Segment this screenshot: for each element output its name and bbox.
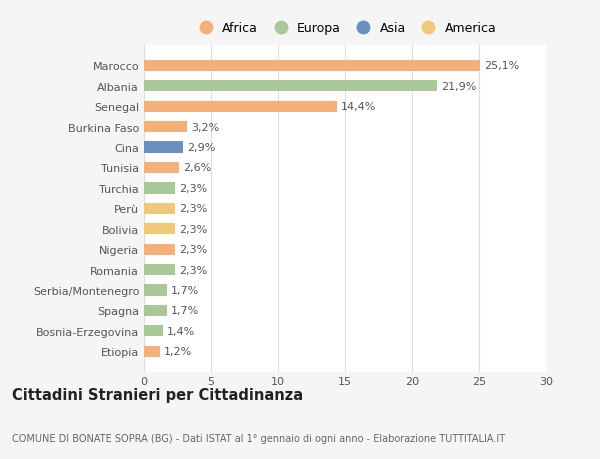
Bar — [144, 244, 175, 255]
Legend: Africa, Europa, Asia, America: Africa, Europa, Asia, America — [191, 20, 499, 38]
Bar — [144, 81, 437, 92]
Text: 3,2%: 3,2% — [191, 123, 219, 132]
Bar — [144, 183, 175, 194]
Bar — [144, 305, 167, 316]
Bar — [144, 61, 481, 72]
Bar — [144, 346, 160, 357]
Bar — [144, 203, 175, 214]
Bar — [144, 325, 163, 336]
Bar — [144, 224, 175, 235]
Text: 2,9%: 2,9% — [187, 143, 215, 153]
Bar — [144, 142, 183, 153]
Text: 2,3%: 2,3% — [179, 265, 207, 275]
Text: 1,7%: 1,7% — [171, 285, 199, 295]
Text: COMUNE DI BONATE SOPRA (BG) - Dati ISTAT al 1° gennaio di ogni anno - Elaborazio: COMUNE DI BONATE SOPRA (BG) - Dati ISTAT… — [12, 433, 505, 442]
Text: 21,9%: 21,9% — [442, 82, 477, 92]
Text: 25,1%: 25,1% — [484, 62, 520, 71]
Text: 2,6%: 2,6% — [183, 163, 211, 173]
Text: 1,2%: 1,2% — [164, 347, 193, 356]
Text: 2,3%: 2,3% — [179, 204, 207, 214]
Text: 14,4%: 14,4% — [341, 102, 376, 112]
Text: 2,3%: 2,3% — [179, 245, 207, 255]
Bar — [144, 264, 175, 275]
Text: 2,3%: 2,3% — [179, 184, 207, 194]
Text: 1,7%: 1,7% — [171, 306, 199, 316]
Bar — [144, 285, 167, 296]
Bar — [144, 122, 187, 133]
Bar — [144, 101, 337, 112]
Bar — [144, 162, 179, 174]
Text: 1,4%: 1,4% — [167, 326, 195, 336]
Text: Cittadini Stranieri per Cittadinanza: Cittadini Stranieri per Cittadinanza — [12, 387, 303, 403]
Text: 2,3%: 2,3% — [179, 224, 207, 234]
